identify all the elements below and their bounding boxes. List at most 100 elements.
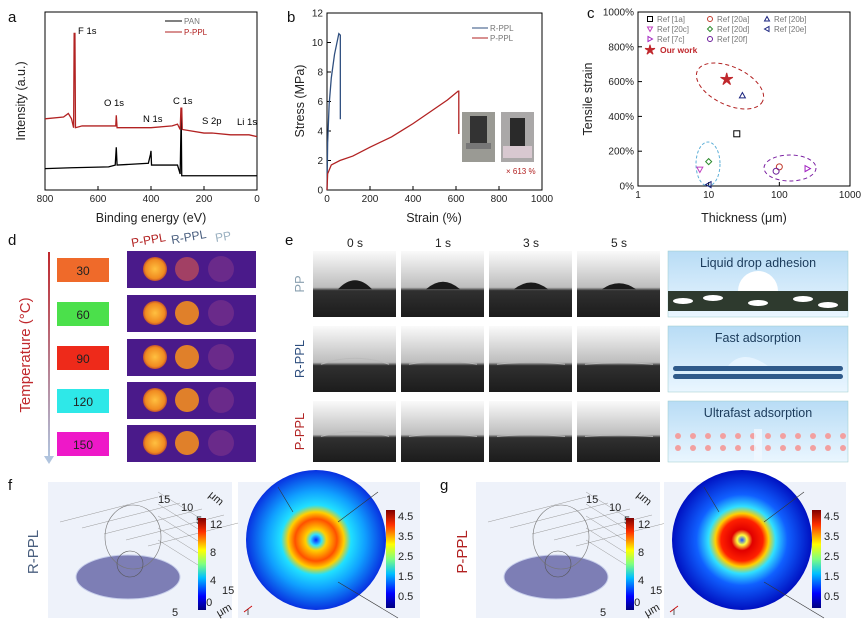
legend-our-work: Our work: [660, 45, 698, 55]
legend-marker: [763, 15, 771, 22]
colorbar-label: 4: [210, 575, 216, 587]
axis-tick-label: 5: [172, 607, 178, 619]
pore: [818, 302, 838, 308]
legend-marker: [706, 25, 714, 33]
legend-entry: Ref [20c]: [657, 25, 689, 34]
y-axis-label-b: Stress (MPa): [293, 65, 307, 138]
peak-label-s2p: S 2p: [202, 116, 222, 127]
x-tick-label-b: 1000: [531, 194, 554, 205]
y-tick-label-c: 0%: [620, 182, 635, 193]
x-tick-label-a: 200: [196, 194, 213, 205]
curve-p-ppl: [326, 90, 460, 191]
thermal-sample-rppl: [175, 345, 199, 369]
droplet-outline: [532, 504, 590, 570]
point-our-work: [720, 72, 734, 85]
grid-line: [585, 491, 627, 518]
droplet: [602, 283, 636, 290]
temperature-value: 60: [76, 308, 90, 322]
droplet: [584, 362, 654, 365]
temperature-swatch: [57, 346, 109, 370]
droplet: [514, 282, 548, 290]
column-label-pp: PP: [214, 228, 232, 245]
y-tick-label-b: 12: [312, 9, 324, 20]
grid-line: [157, 503, 199, 530]
x-tick-label-a: 400: [143, 194, 160, 205]
droplet: [408, 433, 478, 437]
temperature-swatch: [57, 302, 109, 326]
column-label-rppl: R-PPL: [170, 227, 208, 247]
grid-line: [575, 520, 675, 547]
point-ref-1a-: [733, 130, 741, 138]
droplet-core: [116, 550, 144, 578]
grid-line: [103, 508, 203, 535]
grid-line: [157, 527, 199, 554]
legend-pan: PAN: [184, 17, 200, 26]
panel-g: g P-PPL 1510515105μmμm1284 4.53.52.51.50…: [440, 470, 846, 620]
contact-angle-image: [401, 326, 484, 392]
pore: [705, 445, 711, 451]
colorbar: [386, 510, 395, 608]
colorbar: [626, 518, 634, 610]
axis-tick-label: 15: [222, 585, 234, 597]
droplet: [426, 281, 460, 290]
thermal-sample-pp: [208, 300, 234, 326]
colorbar-label: 0.5: [398, 591, 413, 603]
time-label: 0 s: [347, 236, 363, 250]
time-label: 3 s: [523, 236, 539, 250]
droplet: [320, 357, 390, 365]
temperature-arrow: [48, 252, 50, 457]
legend-marker: [763, 25, 770, 33]
grid-line: [585, 515, 627, 542]
schematic-2: [667, 325, 849, 393]
colorbar-label: 4.5: [824, 511, 839, 523]
pore: [690, 445, 696, 451]
contact-angle-image: [577, 326, 660, 392]
fiber-layer: [673, 366, 843, 371]
fiber-layer: [673, 374, 843, 379]
pore: [748, 300, 768, 306]
droplet-core: [544, 550, 572, 578]
row-label-pppl: P-PPL: [454, 530, 471, 573]
x-tick-label-c: 1000: [839, 190, 862, 201]
plot-frame-c: [637, 11, 851, 187]
y-tick-label-c: 800%: [608, 42, 634, 53]
thermal-sample-pp: [208, 430, 234, 456]
pore: [690, 433, 696, 439]
grid-line: [531, 508, 631, 535]
y-tick-label-c: 1000%: [603, 8, 634, 19]
grid-line: [703, 486, 720, 513]
legend-entry: Ref [20e]: [774, 25, 806, 34]
droplet: [728, 357, 768, 366]
grid-line: [337, 581, 399, 619]
row-label-rppl: R-PPL: [25, 530, 42, 574]
axis-tick-label: 15: [650, 585, 662, 597]
pore: [840, 445, 846, 451]
x-tick-label-a: 600: [90, 194, 107, 205]
grid-line: [81, 502, 181, 529]
legend-pppl: P-PPL: [184, 28, 208, 37]
grid-line: [337, 491, 379, 523]
axis-triad-icon: [243, 605, 253, 615]
pore: [720, 433, 726, 439]
thermal-sample-rppl: [175, 431, 199, 455]
panel-d: d Temperature (°C) P-PPL R-PPL PP 30 60 90…: [8, 227, 256, 464]
thermal-sample-pppl: [143, 345, 167, 369]
pore: [793, 296, 813, 302]
x-tick-label-a: 800: [37, 194, 54, 205]
y-tick-label-c: 600%: [608, 77, 634, 88]
legend-marker: [707, 36, 713, 42]
velocity-field-map: [246, 470, 386, 610]
temperature-swatch: [57, 389, 109, 413]
peak-label-n1s: N 1s: [143, 114, 163, 125]
pore: [795, 433, 801, 439]
grid-line: [59, 496, 159, 523]
y-axis-label-c: Tensile strain: [581, 62, 595, 135]
colorbar-label: 8: [210, 547, 216, 559]
contact-angle-image: [313, 326, 396, 392]
x-tick-label-b: 400: [405, 194, 422, 205]
y-tick-label-b: 2: [317, 156, 323, 167]
x-tick-label-b: 600: [448, 194, 465, 205]
droplet: [496, 434, 566, 437]
y-tick-label-c: 400%: [608, 112, 634, 123]
